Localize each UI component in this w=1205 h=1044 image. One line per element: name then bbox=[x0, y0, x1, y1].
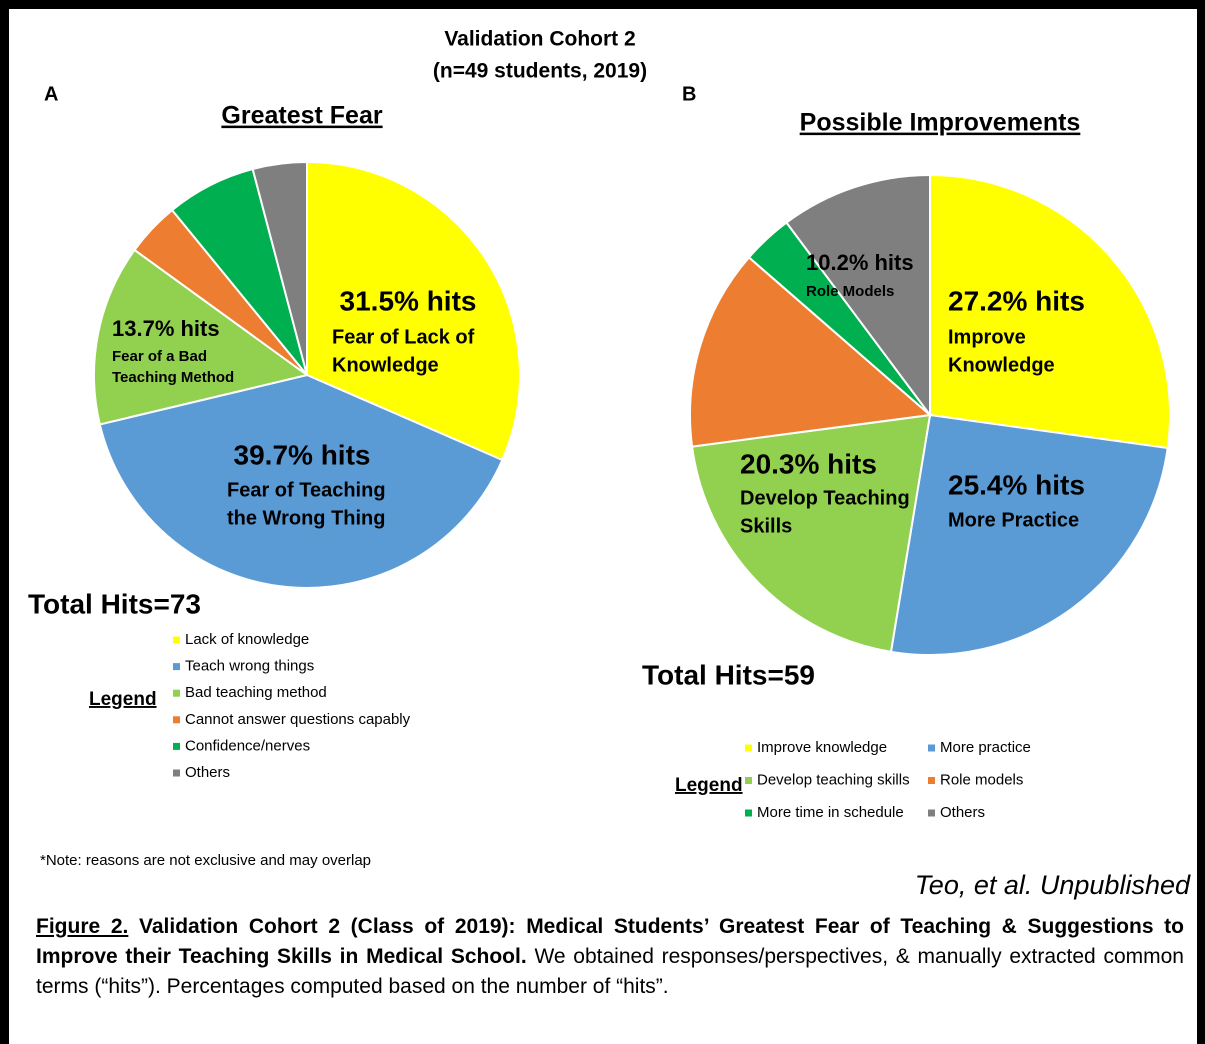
legend-title: Legend bbox=[89, 689, 157, 710]
slice-label: Knowledge bbox=[332, 354, 439, 376]
slice-label: Improve bbox=[948, 326, 1026, 348]
legend-label: Confidence/nerves bbox=[185, 737, 310, 754]
pie-slice bbox=[689, 256, 933, 448]
legend-swatch bbox=[928, 809, 935, 817]
slice-label: the Wrong Thing bbox=[227, 507, 386, 529]
caption: Figure 2. Validation Cohort 2 (Class of … bbox=[36, 912, 1184, 1002]
legend-label: Role models bbox=[940, 771, 1023, 788]
slice-label: More Practice bbox=[948, 509, 1079, 531]
total-hits: Total Hits=73 bbox=[28, 588, 201, 619]
chart-title: Greatest Fear bbox=[221, 102, 382, 130]
slice-label: Skills bbox=[740, 515, 792, 537]
legend-label: Others bbox=[185, 764, 230, 781]
panel-letter: B bbox=[682, 83, 696, 105]
slice-value-label: 27.2% hits bbox=[948, 285, 1085, 316]
legend-swatch bbox=[745, 744, 752, 752]
legend-label: Develop teaching skills bbox=[757, 771, 910, 788]
legend-swatch bbox=[928, 744, 935, 752]
legend-label: More time in schedule bbox=[757, 804, 904, 821]
legend-label: Lack of knowledge bbox=[185, 631, 309, 648]
header-title: Validation Cohort 2 bbox=[444, 28, 635, 51]
legend-swatch bbox=[173, 689, 180, 697]
slice-value-label: 20.3% hits bbox=[740, 448, 877, 479]
slice-label: Role Models bbox=[806, 283, 894, 300]
legend-label: Improve knowledge bbox=[757, 739, 887, 756]
slice-value-label: 10.2% hits bbox=[806, 250, 914, 275]
legend-swatch bbox=[928, 777, 935, 784]
legend-swatch bbox=[173, 716, 180, 724]
note: *Note: reasons are not exclusive and may… bbox=[40, 852, 371, 869]
legend-swatch bbox=[173, 742, 180, 750]
slice-value-label: 13.7% hits bbox=[112, 316, 220, 341]
legend-label: Others bbox=[940, 804, 985, 821]
legend-swatch bbox=[173, 636, 180, 644]
slice-label: Knowledge bbox=[948, 354, 1055, 376]
caption-figure: Figure 2. bbox=[36, 915, 129, 938]
total-hits: Total Hits=59 bbox=[642, 659, 815, 690]
slice-label: Teaching Method bbox=[112, 369, 234, 386]
caption-bold: Validation Cohort 2 (Class of 2019): Med… bbox=[36, 915, 1184, 968]
pie-slice bbox=[251, 160, 308, 376]
legend-swatch bbox=[173, 663, 180, 671]
legend-title: Legend bbox=[675, 775, 743, 796]
slice-value-label: 25.4% hits bbox=[948, 469, 1085, 500]
legend-label: More practice bbox=[940, 739, 1031, 756]
legend-label: Teach wrong things bbox=[185, 658, 314, 675]
legend-swatch bbox=[745, 777, 752, 784]
panel-letter: A bbox=[44, 83, 58, 105]
pie-slice bbox=[690, 413, 932, 653]
legend-swatch bbox=[173, 769, 180, 777]
legend-label: Bad teaching method bbox=[185, 684, 327, 701]
slice-value-label: 31.5% hits bbox=[340, 285, 477, 316]
pie-slice bbox=[306, 160, 521, 462]
slice-label: Fear of Teaching bbox=[227, 479, 386, 501]
pie-slice bbox=[929, 173, 1171, 450]
slice-value-label: 39.7% hits bbox=[234, 439, 371, 470]
pie-slice bbox=[785, 173, 931, 419]
legend-swatch bbox=[745, 809, 752, 817]
caption-text: We obtained responses/perspectives, & ma… bbox=[36, 945, 1184, 998]
pie-slice bbox=[98, 373, 504, 589]
slice-label: Fear of a Bad bbox=[112, 348, 207, 365]
pie-slice bbox=[93, 248, 310, 426]
pie-slice bbox=[889, 413, 1169, 656]
slice-label: Fear of Lack of bbox=[332, 326, 475, 348]
attribution: Teo, et al. Unpublished bbox=[915, 870, 1191, 900]
legend-label: Cannot answer questions capably bbox=[185, 711, 411, 728]
header-subtitle: (n=49 students, 2019) bbox=[433, 60, 647, 83]
chart-title: Possible Improvements bbox=[800, 109, 1081, 137]
slice-label: Develop Teaching bbox=[740, 487, 910, 509]
